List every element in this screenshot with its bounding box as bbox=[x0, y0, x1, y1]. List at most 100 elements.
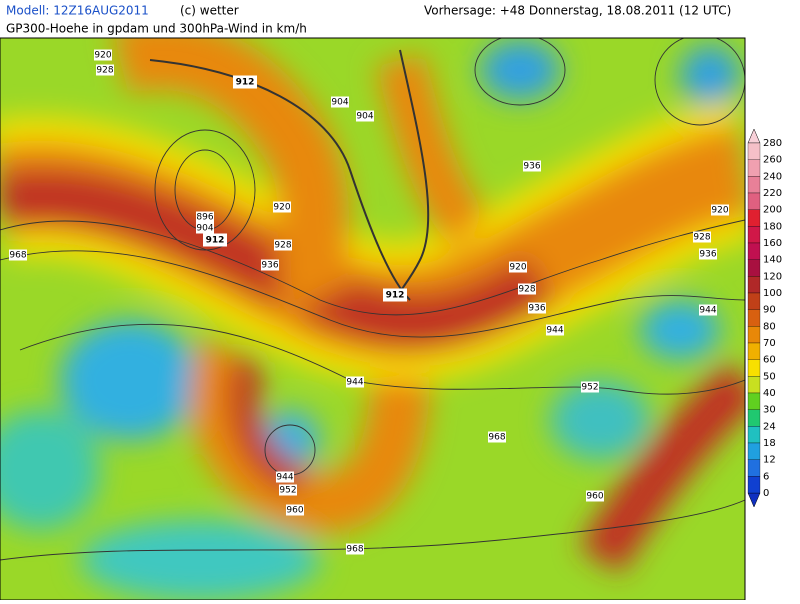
copyright: (c) wetter bbox=[180, 4, 239, 18]
colorbar-swatch bbox=[747, 376, 761, 394]
contour-label-box bbox=[346, 543, 364, 555]
contour-label-box bbox=[279, 484, 297, 496]
colorbar-label: 80 bbox=[763, 321, 776, 332]
contour-label: 936 bbox=[261, 261, 278, 271]
contour-lines bbox=[0, 38, 745, 561]
contour-label-box bbox=[346, 376, 364, 388]
contour-label: 912 bbox=[206, 236, 225, 246]
colorbar-label: 30 bbox=[763, 405, 776, 416]
contour-label-box bbox=[693, 231, 711, 243]
contour-label-box bbox=[518, 283, 536, 295]
contour-label: 944 bbox=[546, 326, 563, 336]
colorbar-swatch bbox=[747, 226, 761, 244]
contour-label: 904 bbox=[356, 112, 373, 122]
colorbar-label: 12 bbox=[763, 455, 776, 466]
contour-label-box bbox=[581, 381, 599, 393]
contour-label-box bbox=[528, 302, 546, 314]
contour-label: 936 bbox=[523, 162, 540, 172]
colorbar-label: 40 bbox=[763, 388, 776, 399]
colorbar-label: 240 bbox=[763, 171, 782, 182]
colorbar-label: 140 bbox=[763, 255, 782, 266]
contour-label-box bbox=[273, 201, 291, 213]
contour-label: 960 bbox=[586, 492, 603, 502]
colorbar-swatch bbox=[747, 259, 761, 277]
colorbar-label: 18 bbox=[763, 438, 776, 449]
colorbar-label: 120 bbox=[763, 271, 782, 282]
contour-label-box bbox=[699, 248, 717, 260]
contour-label-box bbox=[203, 233, 227, 247]
contour-label: 944 bbox=[346, 378, 363, 388]
contour-label-box bbox=[711, 204, 729, 216]
model-label: Modell: 12Z16AUG2011 bbox=[6, 4, 149, 18]
contour-label-box bbox=[546, 324, 564, 336]
contour-label: 920 bbox=[273, 203, 290, 213]
colorbar-label: 280 bbox=[763, 138, 782, 149]
colorbar-label: 6 bbox=[763, 471, 769, 482]
contour-label: 912 bbox=[386, 291, 405, 301]
contour-label: 944 bbox=[699, 306, 716, 316]
colorbar-label: 50 bbox=[763, 371, 776, 382]
forecast-info: Vorhersage: +48 Donnerstag, 18.08.2011 (… bbox=[424, 4, 731, 18]
contour-label-box bbox=[276, 471, 294, 483]
contour-label-box bbox=[233, 75, 257, 89]
colorbar-swatch bbox=[747, 359, 761, 377]
colorbar-swatch bbox=[747, 176, 761, 194]
contour-label-box bbox=[331, 96, 349, 108]
wind-field bbox=[0, 38, 745, 600]
contour-label: 904 bbox=[331, 98, 348, 108]
colorbar-swatch bbox=[747, 242, 761, 260]
colorbar-swatch bbox=[747, 292, 761, 310]
colorbar-label: 200 bbox=[763, 205, 782, 216]
colorbar-label: 260 bbox=[763, 155, 782, 166]
contour-label: 912 bbox=[236, 78, 255, 88]
contour-label: 928 bbox=[693, 233, 710, 243]
contour-label-box bbox=[488, 431, 506, 443]
contour-label: 896 bbox=[196, 213, 213, 223]
contour-label: 952 bbox=[581, 383, 598, 393]
subtitle: GP300-Hoehe in gpdam und 300hPa-Wind in … bbox=[6, 22, 307, 36]
colorbar-label: 24 bbox=[763, 421, 776, 432]
colorbar-label: 180 bbox=[763, 221, 782, 232]
contour-label: 968 bbox=[9, 251, 26, 261]
colorbar-label: 70 bbox=[763, 338, 776, 349]
contour-label-box bbox=[523, 160, 541, 172]
colorbar-swatch bbox=[747, 442, 761, 460]
contour-label-box bbox=[356, 110, 374, 122]
colorbar-swatch bbox=[747, 476, 761, 494]
contour-label: 928 bbox=[96, 66, 113, 76]
colorbar-label: 0 bbox=[763, 488, 769, 499]
colorbar-swatch bbox=[747, 142, 761, 160]
colorbar-label: 60 bbox=[763, 355, 776, 366]
colorbar: 2802602402202001801601401201009080706050… bbox=[747, 128, 782, 508]
contour-label-box bbox=[196, 222, 214, 234]
contour-label-box bbox=[274, 239, 292, 251]
contour-label-box bbox=[509, 261, 527, 273]
contour-label: 952 bbox=[279, 486, 296, 496]
colorbar-label: 100 bbox=[763, 288, 782, 299]
colorbar-swatch bbox=[747, 309, 761, 327]
contour-label: 904 bbox=[196, 224, 213, 234]
colorbar-swatch bbox=[747, 276, 761, 294]
contour-label-box bbox=[196, 211, 214, 223]
contour-label-box bbox=[699, 304, 717, 316]
colorbar-label: 90 bbox=[763, 305, 776, 316]
contour-label: 936 bbox=[528, 304, 545, 314]
contour-label-box bbox=[96, 64, 114, 76]
colorbar-label: 220 bbox=[763, 188, 782, 199]
contour-label: 920 bbox=[509, 263, 526, 273]
colorbar-swatch bbox=[747, 192, 761, 210]
contour-label: 968 bbox=[346, 545, 363, 555]
colorbar-swatch bbox=[747, 409, 761, 427]
contour-label: 960 bbox=[286, 506, 303, 516]
contour-label-box bbox=[94, 49, 112, 61]
colorbar-swatch bbox=[747, 342, 761, 360]
colorbar-swatch bbox=[747, 326, 761, 344]
contour-label: 936 bbox=[699, 250, 716, 260]
contour-label: 968 bbox=[488, 433, 505, 443]
contour-label-box bbox=[286, 504, 304, 516]
colorbar-swatch bbox=[747, 209, 761, 227]
contour-label-box bbox=[586, 490, 604, 502]
colorbar-swatch bbox=[747, 459, 761, 477]
